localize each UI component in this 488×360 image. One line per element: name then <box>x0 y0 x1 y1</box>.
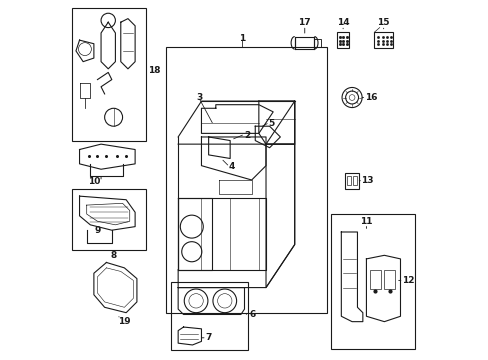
Text: 17: 17 <box>298 18 310 27</box>
Text: 1: 1 <box>238 34 244 43</box>
Text: 16: 16 <box>364 93 376 102</box>
Text: 5: 5 <box>268 119 274 128</box>
Bar <box>344 173 359 189</box>
Bar <box>336 32 348 48</box>
Bar <box>171 282 247 350</box>
Bar <box>330 214 414 348</box>
Bar <box>294 37 314 49</box>
Bar <box>72 8 145 140</box>
Bar <box>346 176 350 185</box>
Text: 9: 9 <box>94 226 101 235</box>
Text: 15: 15 <box>377 18 389 27</box>
Text: 10: 10 <box>87 177 100 186</box>
Text: 4: 4 <box>228 162 234 171</box>
Bar <box>369 270 380 289</box>
Text: 19: 19 <box>118 317 130 326</box>
Bar <box>72 189 145 250</box>
Text: 13: 13 <box>361 176 373 185</box>
Text: 7: 7 <box>204 333 211 342</box>
Bar <box>314 40 320 46</box>
Text: 18: 18 <box>147 66 160 75</box>
Bar <box>165 47 326 313</box>
Text: 11: 11 <box>360 217 372 226</box>
Bar <box>384 270 394 289</box>
Text: 12: 12 <box>401 276 413 285</box>
Text: 2: 2 <box>244 131 249 140</box>
Text: 3: 3 <box>196 93 202 102</box>
Bar <box>352 176 356 185</box>
Bar <box>373 32 392 48</box>
Text: 8: 8 <box>110 251 117 260</box>
Text: 6: 6 <box>249 310 256 319</box>
Text: 14: 14 <box>336 18 349 27</box>
